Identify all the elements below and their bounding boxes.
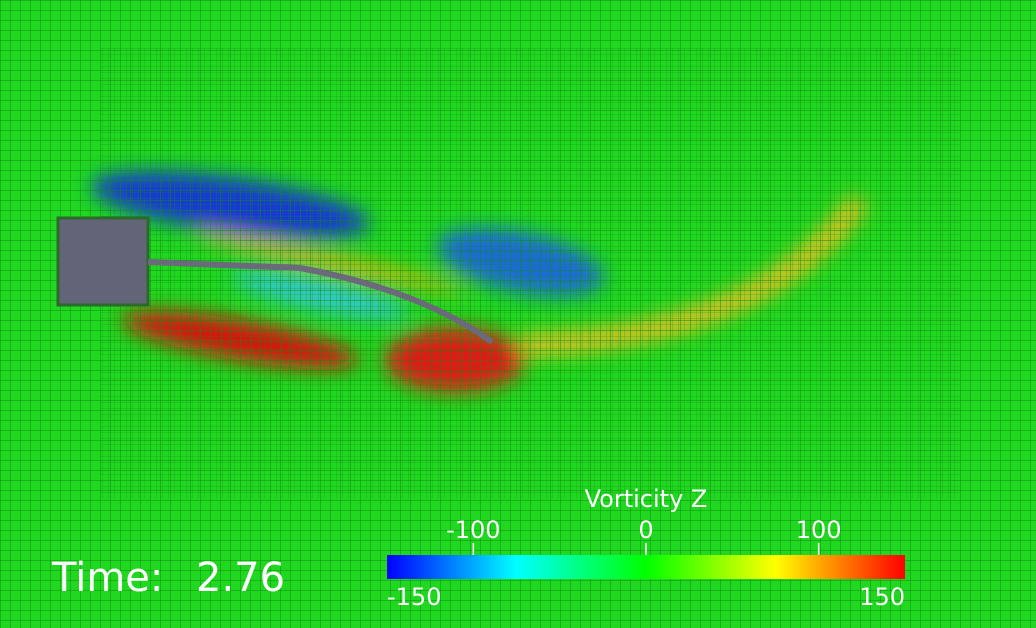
flap [147,259,494,345]
mesh-fine [100,48,960,498]
colorbar-min: -150 [387,583,441,611]
colorbar-tick-label: -100 [446,516,500,544]
colorbar-tick-label: 100 [796,516,842,544]
colorbar-tick-label: 0 [638,516,653,544]
colorbar-title: Vorticity Z [585,485,708,513]
time-label: Time: [51,555,163,601]
time-value: 2.76 [196,555,285,601]
colorbar [387,555,905,579]
colorbar-max: 150 [859,583,905,611]
body [56,216,150,307]
